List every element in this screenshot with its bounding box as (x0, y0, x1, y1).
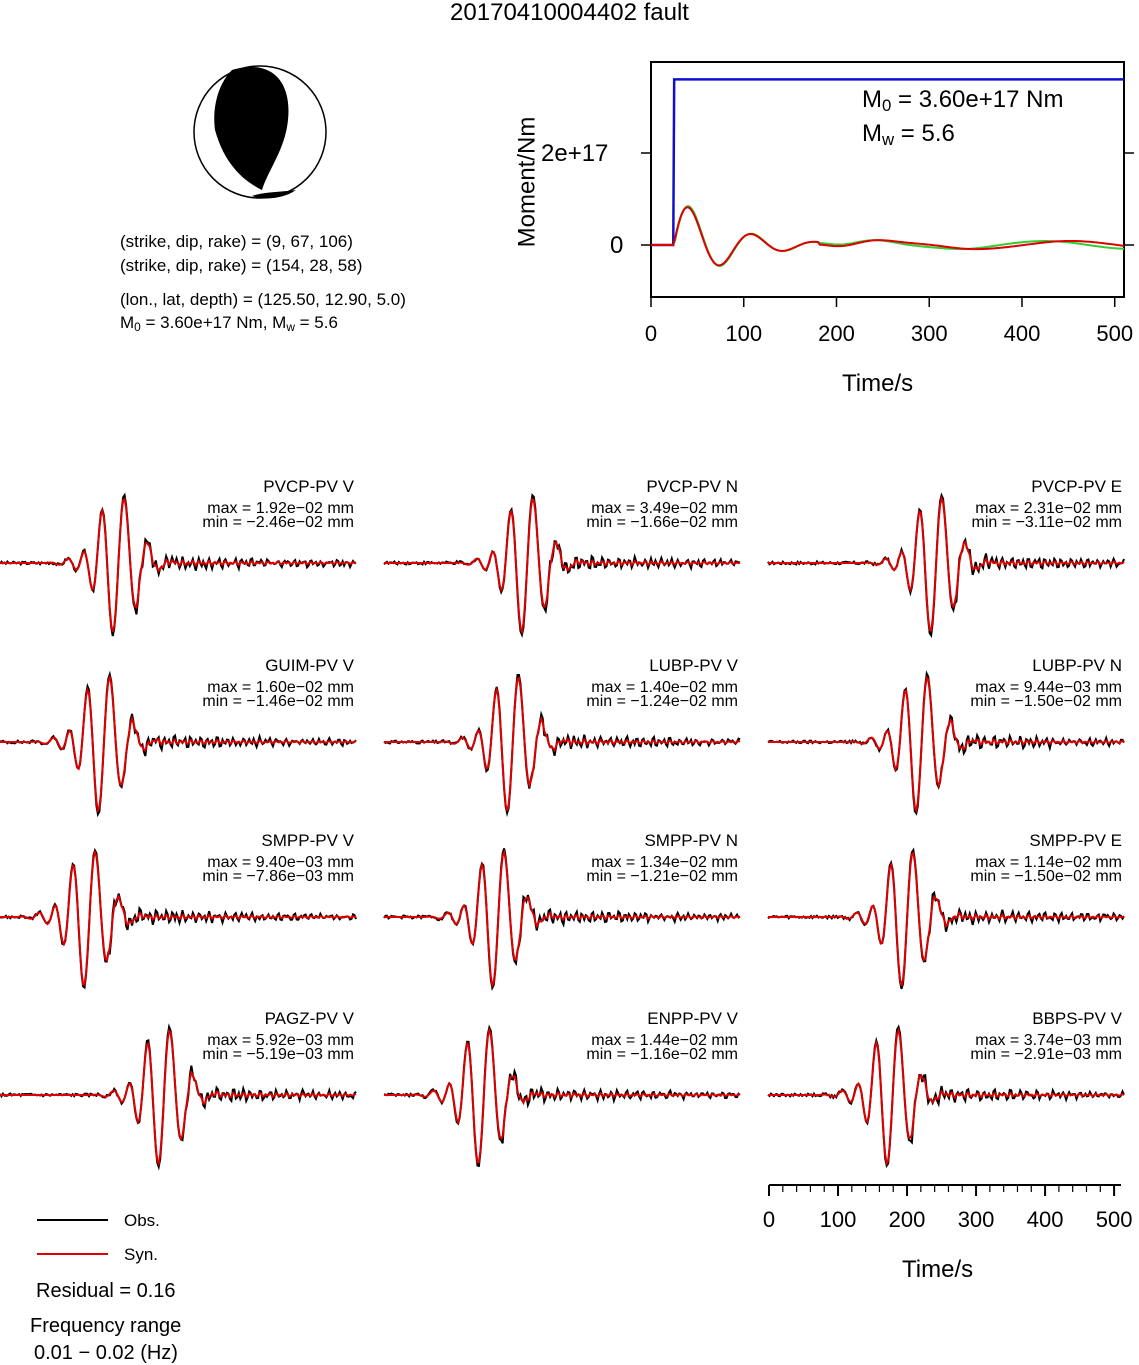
frequency-label: Frequency range (30, 1315, 182, 1337)
ytick-label: 2e+17 (541, 140, 609, 167)
trace-min-label: min = −7.86e−03 mm (202, 868, 354, 885)
trace-max-label: max = 9.44e−03 mm (975, 679, 1122, 696)
moment-rate-red (651, 206, 1125, 267)
trace-max-label: max = 1.34e−02 mm (591, 854, 738, 871)
trace-min-label: min = −1.46e−02 mm (202, 693, 354, 710)
nodal-plane-2: (strike, dip, rake) = (154, 28, 58) (120, 256, 363, 275)
trace-max-label: max = 2.31e−02 mm (975, 500, 1122, 517)
synthetic-waveform (0, 674, 357, 814)
trace-min-label: min = −2.46e−02 mm (202, 514, 354, 531)
time-axis-tick-label: 500 (1095, 1207, 1133, 1232)
nodal-plane-1: (strike, dip, rake) = (9, 67, 106) (120, 232, 353, 251)
moment-xtick-label: 300 (910, 321, 948, 346)
beachball-compressional (214, 66, 289, 190)
moment-xtick-label: 400 (1003, 321, 1041, 346)
trace-min-label: min = −2.91e−03 mm (970, 1046, 1122, 1063)
trace-smpp-pv-v (0, 847, 357, 990)
trace-pagz-pv-v (0, 1023, 357, 1171)
trace-min-label: min = −1.24e−02 mm (586, 693, 738, 710)
time-axis-tick-label: 300 (957, 1207, 995, 1232)
moment-xtick-label: 0 (644, 321, 658, 346)
time-axis-tick-label: 0 (762, 1207, 776, 1232)
frequency-value: 0.01 − 0.02 (Hz) (34, 1342, 178, 1364)
trace-max-label: max = 5.92e−03 mm (207, 1032, 354, 1049)
trace-station-label: PAGZ-PV V (264, 1009, 354, 1028)
trace-max-label: max = 9.40e−03 mm (207, 854, 354, 871)
trace-station-label: BBPS-PV V (1032, 1009, 1122, 1028)
legend-syn-label: Syn. (124, 1245, 159, 1264)
trace-station-label: SMPP-PV V (261, 831, 354, 850)
time-axis-tick-label: 100 (819, 1207, 857, 1232)
beachball-compressional-lower (252, 190, 296, 199)
synthetic-waveform (383, 1026, 741, 1164)
moment-xtick-label: 100 (725, 321, 763, 346)
trace-max-label: max = 1.60e−02 mm (207, 679, 354, 696)
trace-pvcp-pv-e (767, 492, 1125, 639)
trace-station-label: SMPP-PV E (1029, 831, 1122, 850)
trace-max-label: max = 1.14e−02 mm (975, 854, 1122, 871)
time-axis-tick-label: 200 (888, 1207, 926, 1232)
trace-enpp-pv-v (383, 1024, 741, 1168)
trace-max-label: max = 3.49e−02 mm (591, 500, 738, 517)
synthetic-waveform (768, 495, 1125, 632)
trace-lubp-pv-v (383, 673, 741, 818)
time-axis-xlabel: Time/s (902, 1256, 974, 1283)
trace-station-label: GUIM-PV V (265, 656, 354, 675)
observed-waveform (767, 847, 1125, 990)
trace-smpp-pv-e (767, 847, 1125, 990)
trace-min-label: min = −5.19e−03 mm (202, 1046, 354, 1063)
synthetic-waveform (768, 851, 1125, 986)
trace-min-label: min = −1.16e−02 mm (586, 1046, 738, 1063)
figure-title: 20170410004402 fault (450, 0, 689, 26)
trace-lubp-pv-n (767, 670, 1125, 816)
legend-obs-label: Obs. (124, 1211, 160, 1230)
trace-max-label: max = 1.44e−02 mm (591, 1032, 738, 1049)
moment-xlabel: Time/s (842, 370, 914, 397)
magnitude-text: M0 = 3.60e+17 Nm, Mw = 5.6 (120, 313, 338, 334)
trace-min-label: min = −3.11e−02 mm (971, 514, 1122, 531)
moment-xtick-label: 200 (818, 321, 855, 346)
trace-min-label: min = −1.50e−02 mm (970, 868, 1122, 885)
trace-min-label: min = −1.66e−02 mm (586, 514, 738, 531)
trace-station-label: LUBP-PV N (1032, 656, 1122, 675)
synthetic-waveform (0, 848, 357, 986)
trace-pvcp-pv-v (0, 492, 357, 637)
trace-min-label: min = −1.21e−02 mm (586, 868, 738, 885)
synthetic-waveform (384, 676, 741, 811)
synthetic-waveform (0, 497, 357, 632)
synthetic-waveform (384, 497, 741, 635)
synthetic-waveform (384, 849, 741, 989)
moment-xtick-label: 500 (1096, 321, 1134, 346)
trace-bbps-pv-v (767, 1024, 1125, 1169)
trace-station-label: PVCP-PV N (646, 477, 738, 496)
trace-min-label: min = −1.50e−02 mm (970, 693, 1122, 710)
trace-station-label: ENPP-PV V (647, 1009, 738, 1028)
trace-max-label: max = 1.92e−02 mm (207, 500, 354, 517)
synthetic-waveform (768, 676, 1125, 814)
trace-station-label: SMPP-PV N (644, 831, 738, 850)
moment-annot-m0: M0 = 3.60e+17 Nm (862, 86, 1064, 116)
trace-station-label: PVCP-PV V (263, 477, 354, 496)
trace-guim-pv-v (0, 670, 357, 818)
moment-annot-mw: Mw = 5.6 (862, 120, 955, 150)
ytick-label: 0 (610, 232, 624, 259)
location-text: (lon., lat, depth) = (125.50, 12.90, 5.0… (120, 290, 406, 309)
residual-text: Residual = 0.16 (36, 1280, 176, 1302)
trace-station-label: PVCP-PV E (1031, 477, 1122, 496)
time-axis-tick-label: 400 (1026, 1207, 1064, 1232)
trace-smpp-pv-n (383, 848, 741, 991)
trace-max-label: max = 1.40e−02 mm (591, 679, 738, 696)
synthetic-waveform (0, 1028, 357, 1167)
synthetic-waveform (768, 1027, 1125, 1167)
trace-station-label: LUBP-PV V (649, 656, 738, 675)
trace-pvcp-pv-n (383, 493, 741, 639)
trace-max-label: max = 3.74e−03 mm (975, 1032, 1122, 1049)
